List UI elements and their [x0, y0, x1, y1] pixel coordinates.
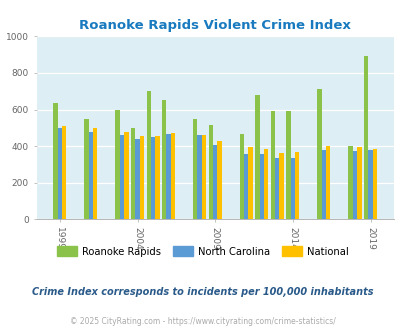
- Bar: [162, 100, 166, 219]
- Bar: [124, 132, 128, 219]
- Bar: [290, 158, 294, 219]
- Bar: [352, 151, 356, 219]
- Bar: [93, 128, 97, 219]
- Bar: [363, 56, 367, 219]
- Bar: [62, 126, 66, 219]
- Bar: [372, 149, 376, 219]
- Bar: [89, 132, 93, 219]
- Bar: [201, 135, 206, 219]
- Bar: [255, 95, 259, 219]
- Bar: [151, 137, 155, 219]
- Bar: [259, 154, 263, 219]
- Bar: [135, 139, 139, 219]
- Bar: [84, 119, 89, 219]
- Bar: [275, 158, 279, 219]
- Text: Crime Index corresponds to incidents per 100,000 inhabitants: Crime Index corresponds to incidents per…: [32, 287, 373, 297]
- Bar: [270, 112, 275, 219]
- Bar: [325, 146, 330, 219]
- Bar: [155, 136, 159, 219]
- Bar: [115, 110, 119, 219]
- Bar: [286, 112, 290, 219]
- Bar: [58, 128, 62, 219]
- Bar: [197, 135, 201, 219]
- Bar: [321, 150, 325, 219]
- Bar: [294, 152, 298, 219]
- Bar: [263, 149, 268, 219]
- Bar: [131, 128, 135, 219]
- Text: © 2025 CityRating.com - https://www.cityrating.com/crime-statistics/: © 2025 CityRating.com - https://www.city…: [70, 317, 335, 326]
- Bar: [139, 136, 144, 219]
- Bar: [279, 152, 283, 219]
- Bar: [171, 133, 175, 219]
- Bar: [53, 103, 58, 219]
- Bar: [166, 134, 171, 219]
- Bar: [213, 145, 217, 219]
- Bar: [119, 135, 124, 219]
- Bar: [243, 153, 248, 219]
- Bar: [356, 147, 360, 219]
- Bar: [208, 125, 213, 219]
- Legend: Roanoke Rapids, North Carolina, National: Roanoke Rapids, North Carolina, National: [53, 243, 352, 261]
- Bar: [248, 147, 252, 219]
- Bar: [217, 141, 221, 219]
- Bar: [239, 134, 243, 219]
- Bar: [146, 91, 151, 219]
- Bar: [317, 89, 321, 219]
- Title: Roanoke Rapids Violent Crime Index: Roanoke Rapids Violent Crime Index: [79, 19, 350, 32]
- Bar: [193, 119, 197, 219]
- Bar: [347, 146, 352, 219]
- Bar: [367, 150, 372, 219]
